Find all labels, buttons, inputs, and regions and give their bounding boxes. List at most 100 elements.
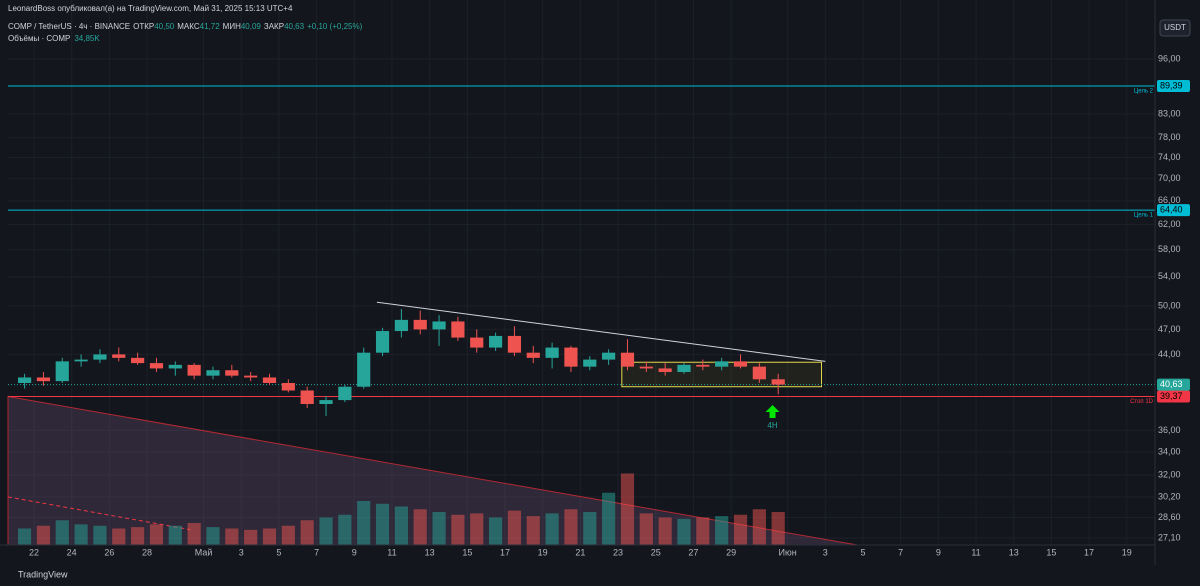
- level-tag: [1157, 204, 1190, 217]
- volume-bar: [564, 509, 578, 545]
- volume-bar: [583, 512, 597, 545]
- x-tick-label: 24: [67, 547, 77, 557]
- x-tick-label: 25: [651, 547, 661, 557]
- trendline: [376, 301, 826, 362]
- candle-body: [432, 321, 446, 330]
- candle-body: [281, 383, 295, 391]
- y-tick-label: 47,00: [1158, 324, 1181, 334]
- volume-bar: [338, 514, 352, 545]
- legend-text: МИН: [223, 22, 241, 31]
- y-tick-label: 36,00: [1158, 425, 1181, 435]
- y-tick-label: 44,00: [1158, 349, 1181, 359]
- candle-body: [413, 319, 427, 330]
- volume-bar: [149, 524, 164, 545]
- volume-bar: [244, 529, 258, 545]
- volume-bar: [620, 473, 635, 545]
- volume-bar: [319, 517, 333, 545]
- y-tick-label: 54,00: [1158, 271, 1181, 281]
- y-tick-label: 50,00: [1158, 300, 1181, 310]
- y-tick-label: 70,00: [1158, 173, 1181, 183]
- candle-body: [225, 370, 239, 376]
- legend-text: 40,50: [154, 22, 175, 31]
- candle-body: [470, 337, 484, 348]
- volume-label: Объёмы · COMP: [8, 34, 70, 43]
- candle-body: [394, 319, 408, 332]
- volume-bar: [413, 509, 427, 545]
- y-tick-label: 27,10: [1158, 532, 1181, 542]
- candle-body: [507, 335, 522, 353]
- candle-body: [187, 364, 201, 376]
- candle-body: [149, 363, 164, 369]
- x-tick-label: 5: [276, 547, 281, 557]
- x-tick-label: 29: [726, 547, 736, 557]
- volume-bar: [488, 517, 503, 545]
- legend-text: ОТКР: [133, 22, 154, 31]
- level-tag: [1157, 79, 1190, 92]
- candle-body: [206, 370, 220, 376]
- level-name: Цель 1: [1134, 213, 1154, 219]
- volume-bar: [658, 517, 672, 545]
- x-tick-label: 28: [142, 547, 152, 557]
- x-tick-label: 17: [500, 547, 510, 557]
- legend-text: 40,09: [241, 22, 262, 31]
- level-tag: [1157, 390, 1190, 403]
- y-tick-label: 62,00: [1158, 219, 1181, 229]
- candle-body: [488, 335, 503, 348]
- candle-body: [244, 375, 258, 378]
- candle-body: [658, 368, 672, 373]
- volume-bar: [168, 525, 182, 545]
- legend-text: 41,72: [200, 22, 221, 31]
- level-label: 64,40: [1160, 205, 1183, 215]
- legend-text: МАКС: [177, 22, 200, 31]
- x-tick-label: 21: [575, 547, 585, 557]
- candle-body: [168, 364, 182, 369]
- x-tick-label: 13: [1009, 547, 1019, 557]
- candle-body: [112, 354, 126, 358]
- volume-bar: [262, 528, 277, 545]
- level-label: 39,37: [1160, 391, 1183, 401]
- candle-body: [715, 361, 729, 367]
- candle-body: [17, 377, 32, 383]
- legend-text: COMP / TetherUS · 4ч · BINANCE: [8, 22, 130, 31]
- volume-bar: [225, 528, 239, 545]
- volume-bar: [187, 523, 201, 545]
- x-tick-label: 15: [462, 547, 472, 557]
- volume-bar: [300, 520, 314, 545]
- y-tick-label: 34,00: [1158, 446, 1181, 456]
- volume-bar: [112, 528, 126, 545]
- candle-body: [300, 390, 314, 404]
- x-tick-label: 23: [613, 547, 623, 557]
- x-tick-label: 5: [860, 547, 865, 557]
- candle-body: [319, 400, 333, 404]
- volume-bar: [93, 525, 107, 545]
- y-tick-label: 74,00: [1158, 152, 1181, 162]
- x-tick-label: 3: [823, 547, 828, 557]
- volume-bar: [771, 512, 785, 545]
- axes: 96,00 83,00 78,00 74,00 70,00 66,00 62,00 58,00…: [29, 53, 1190, 557]
- candle-body: [93, 354, 107, 360]
- x-tick-label: 19: [538, 547, 548, 557]
- x-tick-label: 3: [239, 547, 244, 557]
- candle-body: [752, 366, 766, 380]
- x-tick-label: Июн: [779, 547, 797, 557]
- x-tick-label: 17: [1084, 547, 1094, 557]
- level-label: 89,39: [1160, 80, 1183, 90]
- x-tick-label: 13: [425, 547, 435, 557]
- last-price-label: 40,63: [1160, 379, 1183, 389]
- volume-bar: [677, 518, 691, 545]
- candle-body: [620, 352, 635, 367]
- x-tick-label: 22: [29, 547, 39, 557]
- y-tick-label: 96,00: [1158, 53, 1181, 63]
- volume-bar: [206, 527, 220, 545]
- candles: [17, 309, 785, 416]
- candle-body: [36, 377, 51, 382]
- candle-body: [131, 357, 145, 364]
- candle-body: [338, 386, 352, 401]
- x-tick-label: Май: [195, 547, 213, 557]
- currency-box[interactable]: [1159, 19, 1191, 37]
- volume-bar: [36, 525, 51, 545]
- candle-body: [771, 379, 785, 385]
- volume-bar: [507, 510, 522, 545]
- candle-body: [639, 366, 653, 369]
- volume-bar: [545, 513, 559, 545]
